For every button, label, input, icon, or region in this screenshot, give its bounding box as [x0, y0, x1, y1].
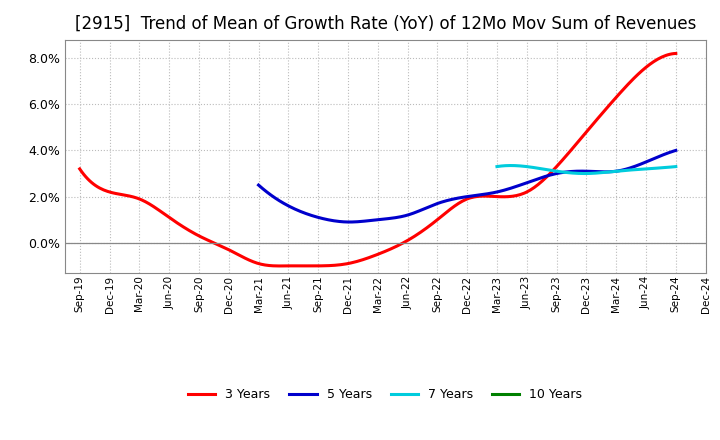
3 Years	[275, 263, 284, 268]
7 Years	[600, 170, 608, 175]
3 Years	[618, 88, 626, 94]
5 Years	[607, 169, 616, 174]
5 Years	[504, 186, 513, 191]
3 Years	[432, 218, 441, 223]
7 Years	[506, 163, 515, 168]
3 Years	[431, 219, 439, 224]
Line: 7 Years: 7 Years	[497, 165, 676, 173]
5 Years	[345, 220, 354, 225]
3 Years	[77, 169, 86, 174]
7 Years	[644, 166, 653, 171]
5 Years	[634, 162, 642, 168]
Line: 3 Years: 3 Years	[80, 53, 676, 266]
3 Years	[76, 166, 84, 172]
Line: 5 Years: 5 Years	[258, 150, 676, 222]
Title: [2915]  Trend of Mean of Growth Rate (YoY) of 12Mo Mov Sum of Revenues: [2915] Trend of Mean of Growth Rate (YoY…	[74, 15, 696, 33]
7 Years	[600, 170, 609, 175]
3 Years	[442, 209, 451, 215]
3 Years	[672, 51, 680, 56]
7 Years	[580, 171, 589, 176]
7 Years	[603, 169, 612, 175]
7 Years	[656, 165, 665, 171]
3 Years	[580, 132, 588, 137]
5 Years	[672, 148, 680, 153]
5 Years	[256, 183, 264, 189]
5 Years	[254, 183, 263, 188]
7 Years	[493, 164, 502, 169]
5 Years	[511, 184, 520, 189]
7 Years	[492, 164, 501, 169]
7 Years	[672, 164, 680, 169]
5 Years	[503, 187, 511, 192]
Legend: 3 Years, 5 Years, 7 Years, 10 Years: 3 Years, 5 Years, 7 Years, 10 Years	[183, 384, 588, 407]
